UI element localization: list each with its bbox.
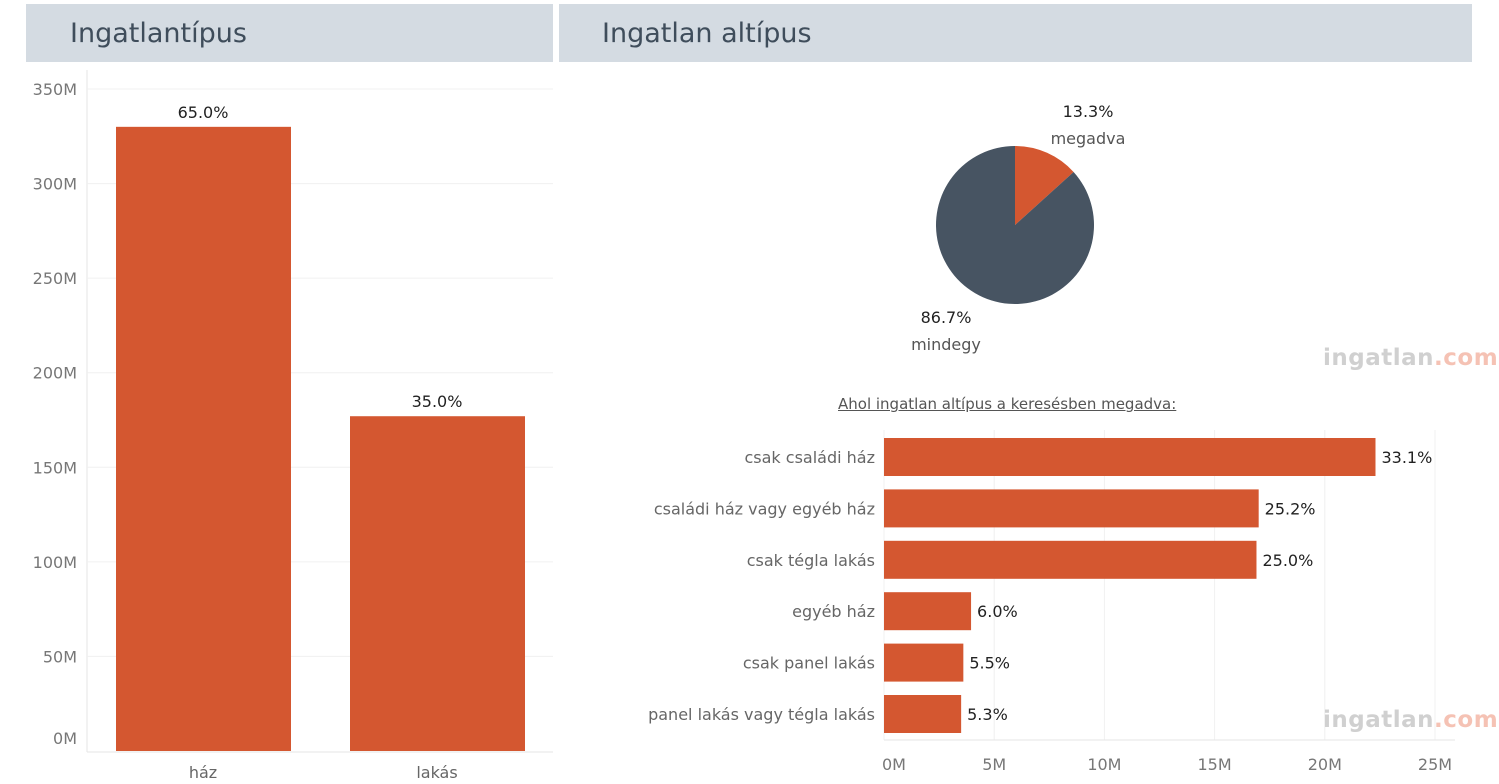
- y-tick-label: 350M: [33, 80, 77, 99]
- y-tick-label: 50M: [43, 647, 77, 666]
- y-tick-label: 150M: [33, 458, 77, 477]
- x-tick-label: 0M: [882, 755, 906, 774]
- x-tick-label: 10M: [1087, 755, 1121, 774]
- bar-data-label: 35.0%: [412, 392, 463, 411]
- pie-label-pct: 86.7%: [921, 308, 972, 327]
- bar-data-label: 5.3%: [967, 705, 1008, 724]
- y-tick-label: 300M: [33, 175, 77, 194]
- bar-lakás: [350, 416, 525, 751]
- y-tick-label: 250M: [33, 269, 77, 288]
- hbar-title: Ahol ingatlan altípus a keresésben megad…: [838, 395, 1177, 413]
- bar-data-label: 6.0%: [977, 602, 1018, 621]
- bar-data-label: 5.5%: [969, 654, 1010, 673]
- y-tick-label: 100M: [33, 553, 77, 572]
- hbar: [884, 438, 1376, 476]
- y-tick-label: 0M: [53, 729, 77, 748]
- header-title: Ingatlantípus: [70, 18, 247, 49]
- bar-data-label: 25.0%: [1262, 551, 1313, 570]
- header-title: Ingatlan altípus: [602, 18, 812, 49]
- pie-label-name: mindegy: [911, 335, 981, 354]
- y-category-label: családi ház vagy egyéb ház: [654, 499, 875, 518]
- pie-label-pct: 13.3%: [1063, 102, 1114, 121]
- x-tick-label: 5M: [982, 755, 1006, 774]
- hbar: [884, 489, 1259, 528]
- y-category-label: panel lakás vagy tégla lakás: [648, 705, 875, 724]
- hbar: [884, 540, 1257, 579]
- logo-top: ingatlan.com: [1323, 345, 1499, 371]
- y-tick-label: 200M: [33, 364, 77, 383]
- x-tick-label: lakás: [416, 763, 457, 782]
- header-ingatlantipus: Ingatlantípus: [26, 4, 553, 62]
- y-category-label: csak panel lakás: [743, 654, 875, 673]
- x-tick-label: 15M: [1198, 755, 1232, 774]
- header-ingatlan-altipus: Ingatlan altípus: [559, 4, 1472, 62]
- pie-slice-mindegy: [936, 146, 1095, 304]
- bar-data-label: 33.1%: [1381, 448, 1432, 467]
- x-tick-label: 20M: [1308, 755, 1342, 774]
- bar-data-label: 25.2%: [1265, 499, 1316, 518]
- bar-ház: [116, 126, 291, 752]
- logo-bottom: ingatlan.com: [1323, 707, 1499, 733]
- pie-slice-megadva: [1015, 146, 1074, 225]
- x-tick-label: ház: [189, 763, 217, 782]
- x-tick-label: 25M: [1418, 755, 1452, 774]
- hbar: [884, 643, 964, 682]
- hbar: [884, 592, 972, 631]
- pie-label-name: megadva: [1051, 129, 1126, 148]
- bar-data-label: 65.0%: [178, 103, 229, 122]
- hbar: [884, 695, 962, 733]
- y-category-label: csak tégla lakás: [747, 551, 875, 570]
- y-category-label: egyéb ház: [792, 602, 875, 621]
- y-category-label: csak családi ház: [744, 448, 875, 467]
